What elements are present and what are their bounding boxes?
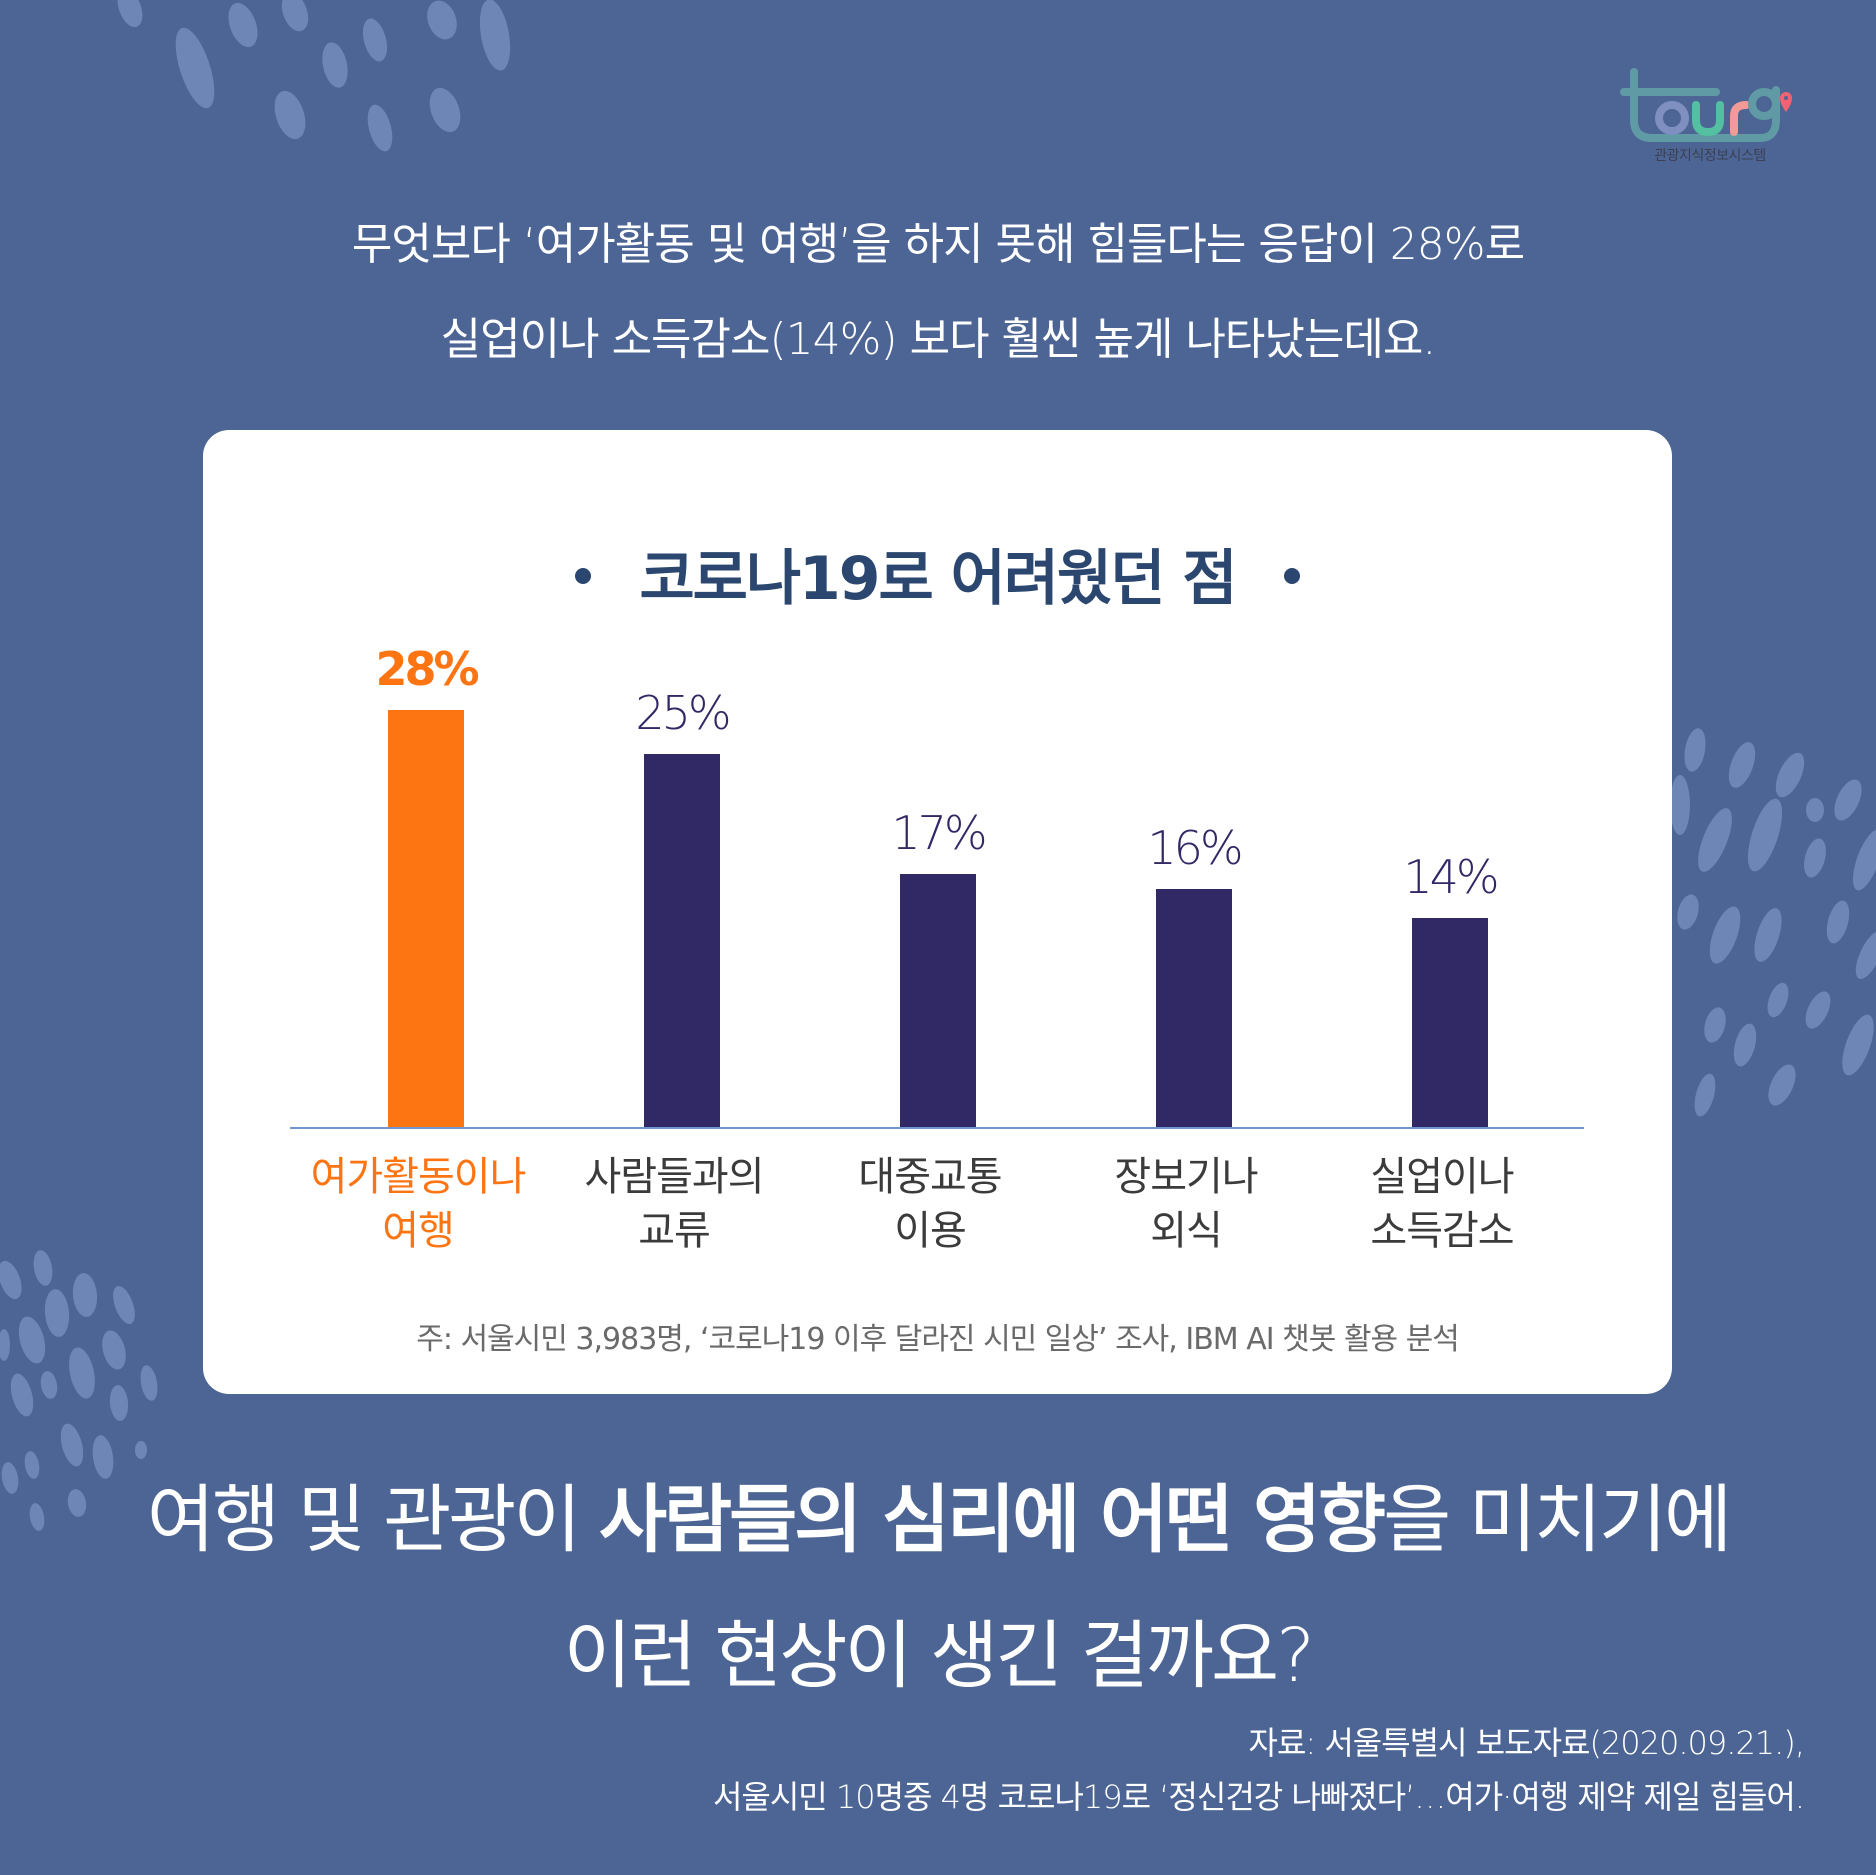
- intro-line-1: 무엇보다 ‘여가활동 및 여행’을 하지 못해 힘들다는 응답이 28%로: [351, 219, 1525, 270]
- bar-group: 17%: [802, 580, 1058, 1127]
- question-line-2: 이런 현상이 생긴 걸까요?: [563, 1613, 1316, 1699]
- bullet-dot-icon: [575, 568, 592, 585]
- question-text-pre: 여행 및 관광이: [146, 1477, 599, 1563]
- x-axis-label-line: 대중교통: [858, 1154, 1002, 1200]
- bar: [644, 754, 720, 1127]
- chart-card: 코로나19로 어려웠던 점 28% 25% 17% 16% 14% 주: 서울시민 3,…: [203, 430, 1672, 1394]
- bar: [388, 710, 464, 1127]
- chart-footnote: 주: 서울시민 3,983명, ‘코로나19 이후 달라진 시민 일상’ 조사,…: [416, 1322, 1460, 1357]
- bar: [1156, 889, 1232, 1127]
- x-axis-label-line: 여행: [382, 1208, 455, 1254]
- x-axis-label-line: 장보기나: [1114, 1154, 1258, 1200]
- bar-value-label: 25%: [635, 686, 731, 740]
- bar: [900, 874, 976, 1127]
- bullet-dot-icon: [1283, 568, 1300, 585]
- bar-group: 28%: [290, 580, 546, 1127]
- question-line-1: 여행 및 관광이 사람들의 심리에 어떤 영향을 미치기에: [0, 1460, 1876, 1567]
- intro-line-2: 실업이나 소득감소(14%) 보다 훨씬 높게 나타났는데요.: [440, 314, 1437, 365]
- x-axis-label-line: 이용: [894, 1208, 967, 1254]
- x-axis-label-line: 사람들과의: [584, 1154, 765, 1200]
- bar-value-label: 14%: [1403, 850, 1499, 904]
- bar-group: 14%: [1314, 580, 1570, 1127]
- logo-subtitle: 관광지식정보시스템: [1654, 148, 1766, 164]
- chart-title-text: 코로나19로 어려웠던 점: [639, 544, 1237, 614]
- source-line-2: 서울시민 10명중 4명 코로나19로 ‘정신건강 나빠졌다’…여가·여행 제약…: [712, 1778, 1805, 1816]
- question-text-emphasis: 사람들의 심리에 어떤 영향: [598, 1477, 1386, 1563]
- bar-group: 16%: [1058, 580, 1314, 1127]
- x-axis-label-line: 실업이나: [1370, 1154, 1514, 1200]
- bar-chart: 28% 25% 17% 16% 14%: [290, 580, 1584, 1129]
- question-text-post: 을 미치기에: [1383, 1477, 1732, 1563]
- source-line-1: 자료: 서울특별시 보도자료(2020.09.21.),: [1248, 1724, 1805, 1762]
- x-axis-label-line: 교류: [638, 1208, 711, 1254]
- x-axis-label-line: 소득감소: [1370, 1208, 1514, 1254]
- x-axis-label-line: 외식: [1150, 1208, 1223, 1254]
- x-axis-label-line: 여가활동이나: [310, 1154, 527, 1200]
- bar-value-label: 17%: [891, 806, 987, 860]
- chart-title: 코로나19로 어려웠던 점: [203, 530, 1672, 617]
- bar-group: 25%: [546, 580, 802, 1127]
- tour9-logo-icon: [1620, 68, 1792, 142]
- x-axis-baseline: [290, 1127, 1584, 1129]
- bar-value-label: 16%: [1147, 821, 1243, 875]
- bar-value-label: 28%: [375, 642, 479, 696]
- bar: [1412, 918, 1488, 1127]
